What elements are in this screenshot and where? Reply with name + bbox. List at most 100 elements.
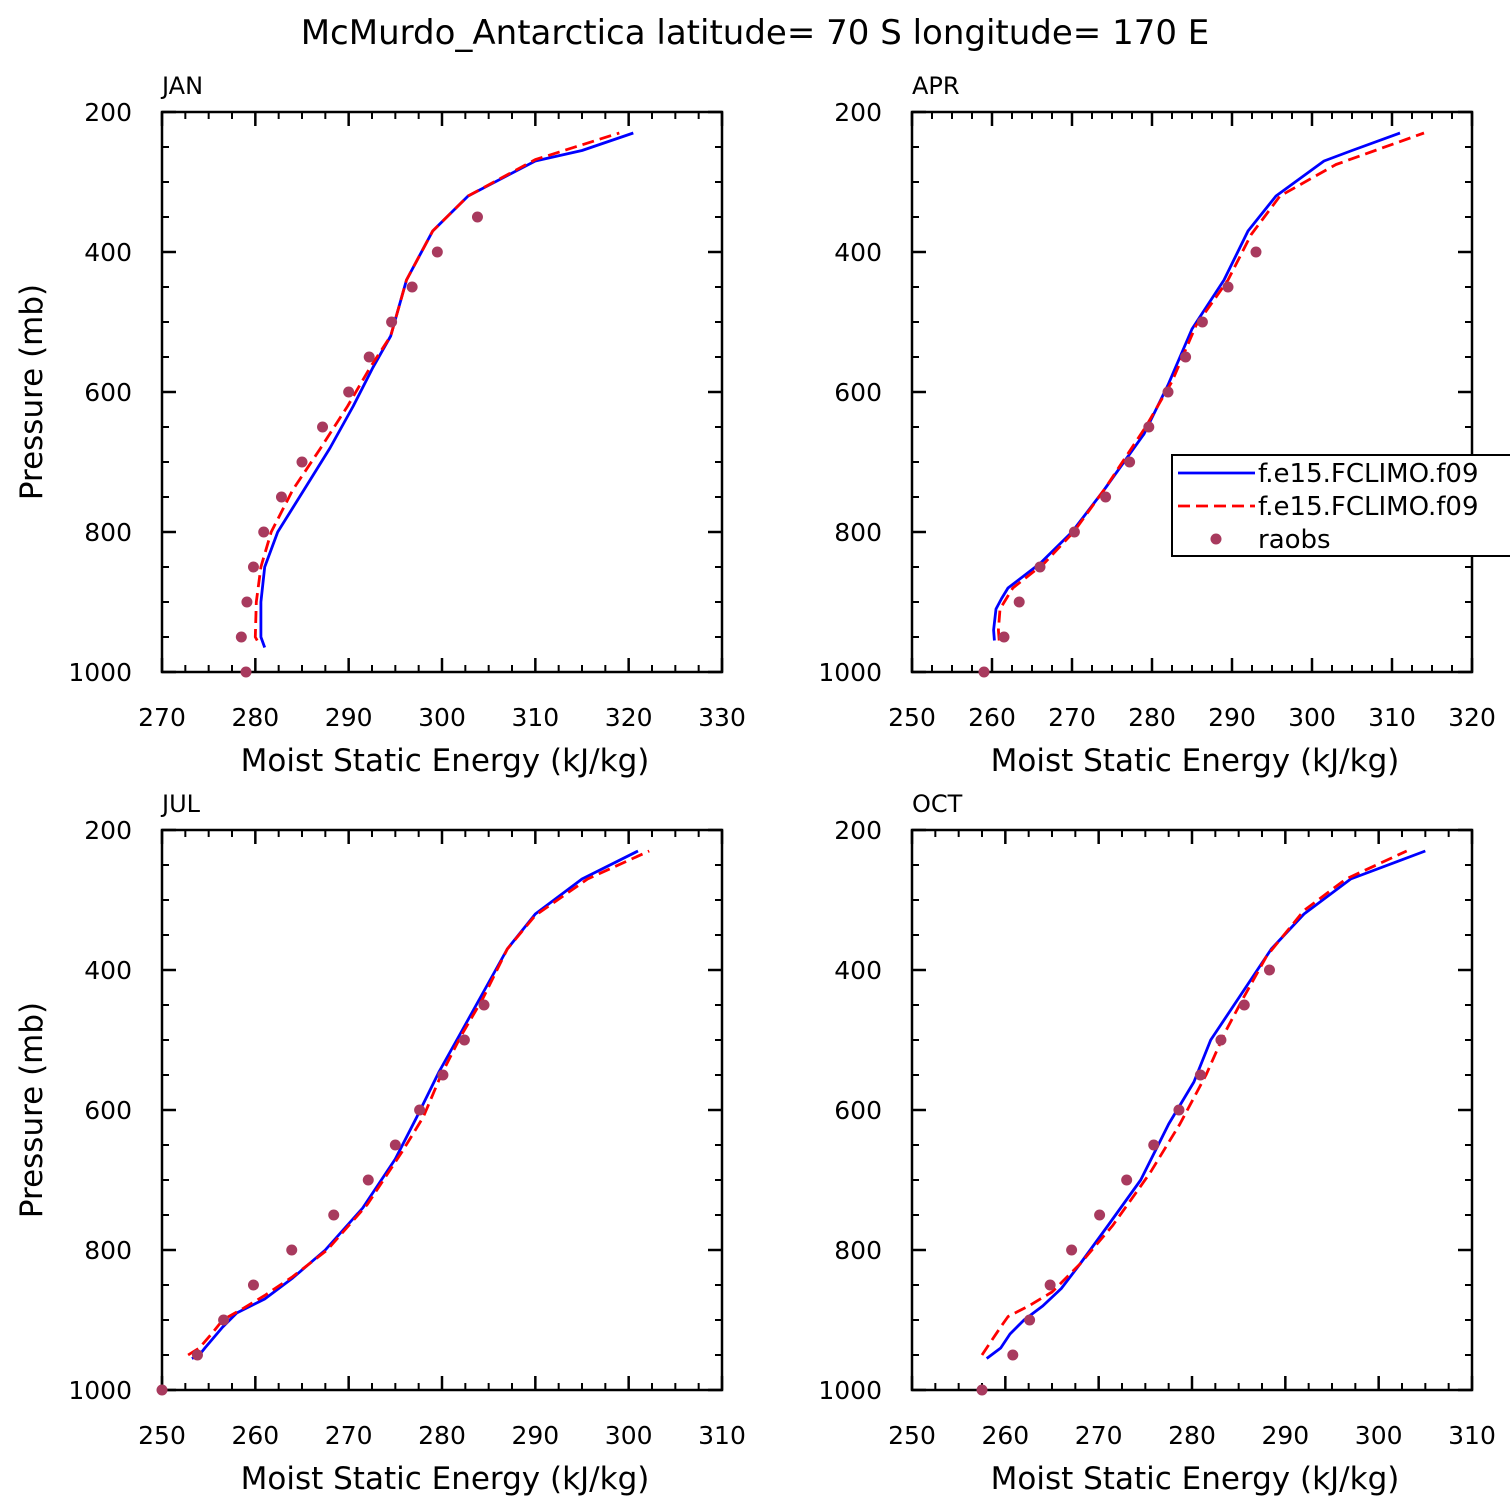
raobs-point [1013, 596, 1025, 608]
y-tick-label: 800 [84, 518, 132, 547]
x-tick-label: 250 [888, 703, 936, 732]
x-tick-label: 310 [698, 1421, 746, 1450]
raobs-point [247, 561, 259, 573]
x-tick-label: 320 [1448, 703, 1496, 732]
panel-title: OCT [912, 790, 963, 818]
x-tick-label: 270 [1075, 1421, 1123, 1450]
x-tick-label: 270 [325, 1421, 373, 1450]
raobs-point [1194, 1069, 1206, 1081]
y-tick-label: 200 [84, 816, 132, 845]
raobs-point [1263, 964, 1275, 976]
raobs-point [235, 631, 247, 643]
y-tick-label: 200 [834, 816, 882, 845]
panel-title: APR [912, 72, 960, 100]
x-tick-label: 250 [138, 1421, 186, 1450]
y-axis-label: Pressure (mb) [14, 1002, 50, 1218]
raobs-point [976, 1384, 988, 1396]
raobs-point [1222, 281, 1234, 293]
raobs-point [240, 666, 252, 678]
raobs-point [1094, 1209, 1106, 1221]
panel-jul: 250 260 270 280 290 300 310 200 400 600 800 1000 JUL… [14, 790, 746, 1497]
raobs-point [386, 316, 398, 328]
raobs-point [1250, 246, 1262, 258]
x-tick-label: 260 [231, 1421, 279, 1450]
panel-title: JUL [160, 790, 201, 818]
raobs-point [458, 1034, 470, 1046]
y-tick-label: 600 [84, 1096, 132, 1125]
raobs-point [1173, 1104, 1185, 1116]
raobs-point [1034, 561, 1046, 573]
raobs-point [389, 1139, 401, 1151]
series-line-dashed [253, 131, 620, 642]
y-tick-label: 400 [84, 238, 132, 267]
raobs-point [1044, 1279, 1056, 1291]
raobs-point [247, 1279, 259, 1291]
x-tick-label: 280 [1168, 1421, 1216, 1450]
x-tick-label: 290 [325, 703, 373, 732]
y-tick-label: 1000 [68, 658, 132, 687]
x-tick-label: 270 [1048, 703, 1096, 732]
panel-title: JAN [160, 72, 203, 100]
x-tick-label: 290 [511, 1421, 559, 1450]
raobs-point [1215, 1034, 1227, 1046]
raobs-point [978, 666, 990, 678]
series-line-solid [259, 131, 634, 648]
panel-jan: 270 280 290 300 310 320 330 200 400 600 800 1000 JAN… [14, 72, 746, 779]
y-tick-label: 800 [84, 1236, 132, 1265]
legend-entry-label: f.e15.FCLIMO.f09 [1258, 459, 1478, 489]
raobs-point [317, 421, 329, 433]
plot-frame [910, 828, 1474, 1392]
raobs-point [1196, 316, 1208, 328]
raobs-point [431, 246, 443, 258]
x-tick-label: 290 [1208, 703, 1256, 732]
series-line-dashed [980, 849, 1408, 1356]
raobs-point [156, 1384, 168, 1396]
raobs-point [414, 1104, 426, 1116]
raobs-point [1180, 351, 1192, 363]
x-tick-label: 290 [1261, 1421, 1309, 1450]
y-tick-label: 600 [834, 378, 882, 407]
series-line-solid [992, 131, 1401, 641]
x-tick-label: 320 [605, 703, 653, 732]
legend-entry-label: f.e15.FCLIMO.f09 [1258, 492, 1478, 522]
raobs-point [1238, 999, 1250, 1011]
panel-apr: 250 260 270 280 290 300 310 320 200 400 600 800 1000… [818, 72, 1495, 779]
raobs-point [437, 1069, 449, 1081]
legend-entry-label: raobs [1258, 525, 1331, 555]
plot-frame [910, 110, 1474, 674]
raobs-point [1121, 1174, 1133, 1186]
x-tick-label: 280 [418, 1421, 466, 1450]
raobs-point [191, 1349, 203, 1361]
raobs-point [296, 456, 308, 468]
series-line-solid [191, 849, 639, 1360]
series-raobs [235, 211, 483, 678]
plot-frame [160, 110, 724, 674]
x-tick-label: 300 [605, 1421, 653, 1450]
series-raobs [978, 246, 1262, 678]
raobs-point [328, 1209, 340, 1221]
raobs-point [343, 386, 355, 398]
x-tick-label: 300 [1288, 703, 1336, 732]
legend-marker-raobs [1210, 533, 1222, 545]
y-tick-label: 600 [834, 1096, 882, 1125]
x-tick-label: 310 [511, 703, 559, 732]
raobs-point [362, 1174, 374, 1186]
y-tick-label: 600 [84, 378, 132, 407]
y-tick-label: 1000 [818, 1376, 882, 1405]
y-tick-label: 400 [84, 956, 132, 985]
x-axis-label: Moist Static Energy (kJ/kg) [991, 1461, 1400, 1497]
x-axis-label: Moist Static Energy (kJ/kg) [241, 743, 650, 779]
raobs-point [998, 631, 1010, 643]
x-tick-label: 330 [698, 703, 746, 732]
raobs-point [241, 596, 253, 608]
raobs-point [1068, 526, 1080, 538]
y-tick-label: 400 [834, 238, 882, 267]
x-axis-label: Moist Static Energy (kJ/kg) [991, 743, 1400, 779]
y-tick-label: 400 [834, 956, 882, 985]
x-tick-label: 300 [1355, 1421, 1403, 1450]
raobs-point [1148, 1139, 1160, 1151]
x-tick-label: 310 [1368, 703, 1416, 732]
x-tick-label: 260 [981, 1421, 1029, 1450]
raobs-point [286, 1244, 298, 1256]
x-tick-label: 300 [418, 703, 466, 732]
